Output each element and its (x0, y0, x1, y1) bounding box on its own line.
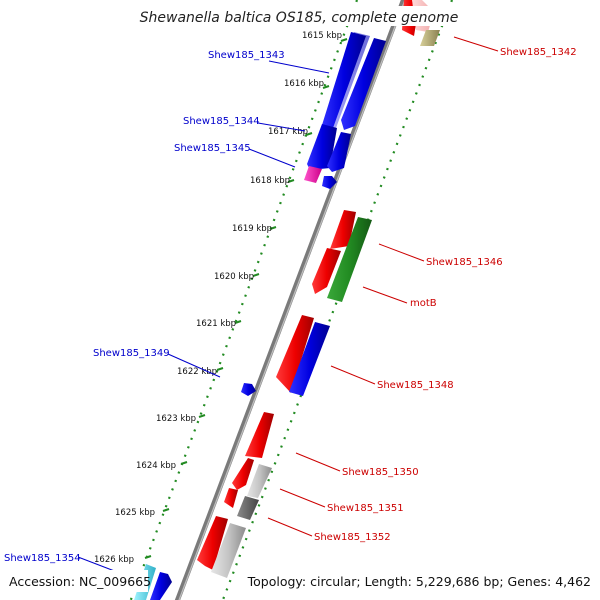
genome-backbone (174, 0, 407, 600)
gene-1351-feature[interactable] (237, 496, 259, 520)
footer-background-right (256, 570, 596, 592)
gene-label-shew185-1348[interactable]: Shew185_1348 (377, 380, 454, 391)
genome-summary-text: Topology: circular; Length: 5,229,686 bp… (247, 574, 591, 589)
tick-label: 1625 kbp (115, 508, 155, 518)
gene-label-shew185-1352[interactable]: Shew185_1352 (314, 532, 391, 543)
gene-1351-feature[interactable] (232, 458, 254, 490)
gene-label-shew185-1342[interactable]: Shew185_1342 (500, 47, 577, 58)
tick-group: 1615 kbp 1616 kbp 1617 kbp 1618 kbp 1619… (94, 31, 348, 565)
leader-line (167, 353, 221, 378)
accession-text: Accession: NC_009665 (9, 574, 151, 589)
gene-1348-feature[interactable] (289, 322, 330, 396)
gene-1352-feature[interactable] (197, 516, 228, 570)
leader-line (453, 36, 499, 52)
tick-mark (305, 132, 313, 136)
leader-line (295, 452, 341, 472)
gene-1354-feature[interactable] (150, 572, 172, 600)
leader-line (267, 517, 313, 537)
gene-1350-feature[interactable] (245, 412, 274, 458)
gene-label-shew185-1346[interactable]: Shew185_1346 (426, 257, 503, 268)
tick-label: 1626 kbp (94, 555, 134, 565)
tick-mark (144, 555, 152, 559)
gene-1343-feature[interactable] (322, 32, 366, 128)
gene-label-shew185-1344[interactable]: Shew185_1344 (183, 116, 260, 127)
gene-1347-feature[interactable] (312, 248, 341, 294)
gene-label-motb[interactable]: motB (410, 298, 437, 309)
footer-background-left (4, 570, 148, 592)
gene-label-shew185-1349[interactable]: Shew185_1349 (93, 348, 170, 359)
gene-label-shew185-1354[interactable]: Shew185_1354 (4, 553, 81, 564)
gene-1351-feature[interactable] (224, 488, 238, 508)
tick-mark (287, 179, 295, 183)
tick-mark (252, 273, 260, 277)
tick-label: 1615 kbp (302, 31, 342, 41)
tick-label: 1622 kbp (177, 367, 217, 377)
tick-label: 1620 kbp (214, 272, 254, 282)
tick-label: 1624 kbp (136, 461, 176, 471)
leader-line (248, 148, 296, 168)
leader-line (279, 488, 326, 508)
gene-1352-feature[interactable] (211, 523, 246, 578)
inner-guide-dots (129, 0, 359, 600)
tick-mark (180, 461, 188, 465)
tick-mark (234, 320, 242, 324)
gene-1348-feature[interactable] (276, 315, 314, 393)
motB-feature[interactable] (327, 217, 372, 302)
gene-1345-feature[interactable] (322, 176, 337, 189)
gene-label-shew185-1351[interactable]: Shew185_1351 (327, 503, 404, 514)
gene-1343-feature[interactable] (341, 38, 386, 130)
tick-mark (216, 367, 224, 371)
leader-line (268, 60, 330, 74)
tick-label: 1623 kbp (156, 414, 196, 424)
tick-mark (322, 85, 330, 89)
leader-line (378, 243, 425, 262)
gene-label-shew185-1343[interactable]: Shew185_1343 (208, 50, 285, 61)
gene-1349-feature[interactable] (241, 383, 256, 396)
leader-line (362, 286, 408, 304)
tick-mark (162, 508, 170, 512)
tick-mark (340, 38, 348, 42)
gene-1350-feature[interactable] (247, 464, 272, 498)
gene-1344-feature[interactable] (307, 124, 337, 170)
tick-mark (269, 226, 277, 230)
gene-1344-feature[interactable] (327, 132, 351, 172)
gene-label-shew185-1345[interactable]: Shew185_1345 (174, 143, 251, 154)
tick-label: 1619 kbp (232, 224, 272, 234)
tick-label: 1616 kbp (284, 79, 324, 89)
tick-label: 1618 kbp (250, 176, 290, 186)
title-background (140, 6, 458, 26)
gene-labels: Shew185_1342 Shew185_1343 Shew185_1344 S… (4, 47, 577, 564)
genome-backbone-highlight (178, 0, 406, 600)
gene-label-shew185-1350[interactable]: Shew185_1350 (342, 467, 419, 478)
gene-1345-feature[interactable] (304, 166, 322, 183)
leader-line (330, 365, 376, 385)
tick-label: 1617 kbp (268, 127, 308, 137)
tick-label: 1621 kbp (196, 319, 236, 329)
leader-line (257, 122, 306, 132)
gene-1342-feature[interactable] (420, 30, 440, 46)
tick-mark (198, 414, 206, 418)
page-title: Shewanella baltica OS185, complete genom… (140, 10, 459, 26)
